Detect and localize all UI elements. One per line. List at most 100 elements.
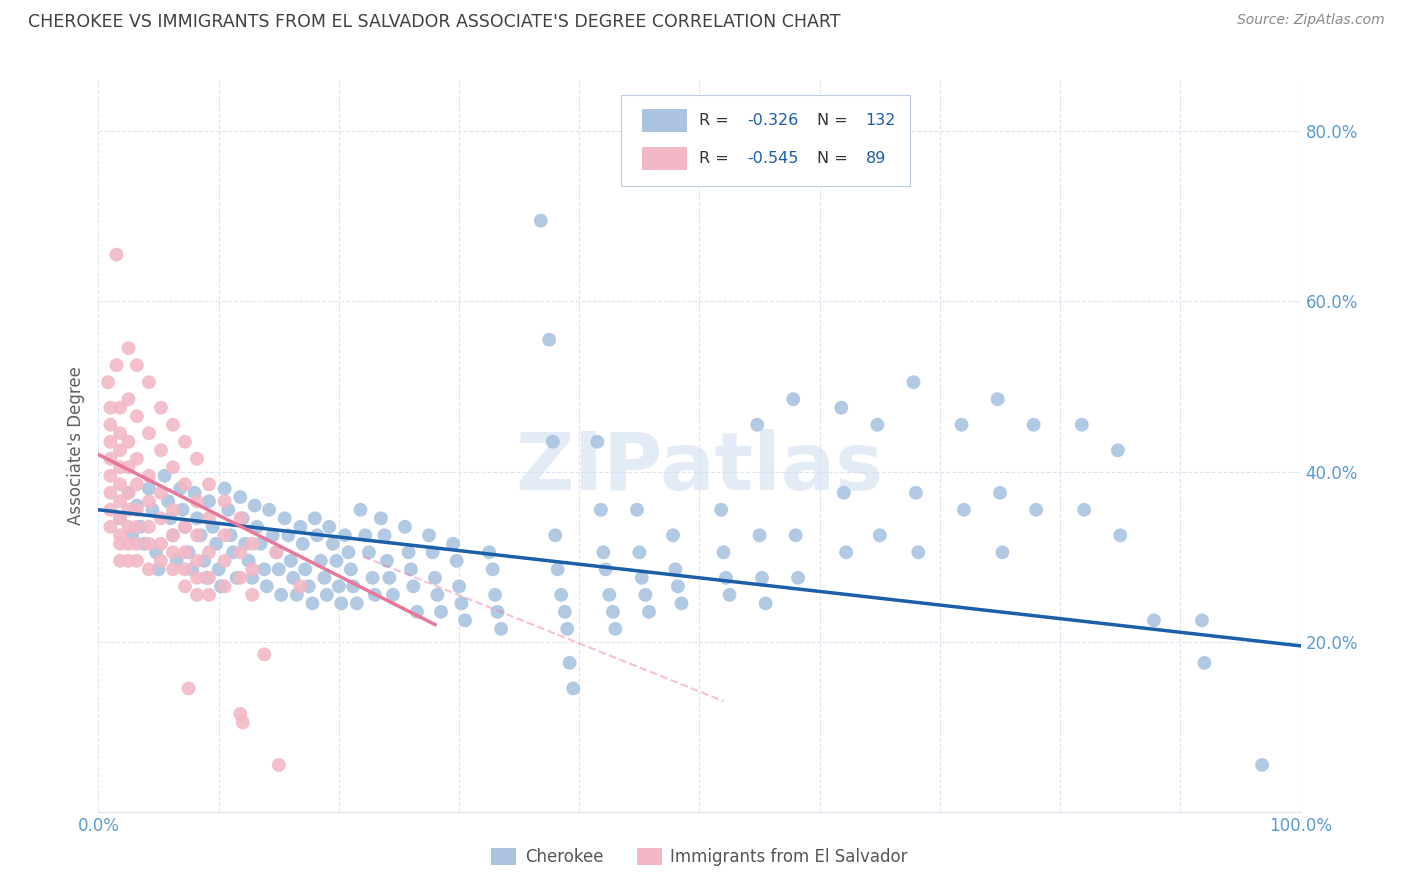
Point [149, 401, 172, 415]
Point [478, 545, 501, 559]
Point [138, 468, 160, 483]
Point [177, 681, 200, 696]
Point [240, 537, 263, 551]
Point [277, 528, 299, 542]
Point [162, 528, 184, 542]
Point [602, 605, 624, 619]
Point [1143, 613, 1166, 627]
Point [225, 571, 247, 585]
Point [174, 520, 197, 534]
Point [214, 494, 236, 508]
Point [1022, 417, 1045, 432]
Point [481, 562, 503, 576]
Point [117, 485, 139, 500]
Point [266, 545, 288, 559]
Point [108, 554, 131, 568]
Point [541, 434, 564, 449]
Point [229, 511, 252, 525]
Point [108, 443, 131, 458]
Point [422, 545, 444, 559]
Point [555, 622, 578, 636]
Point [108, 494, 131, 508]
Point [186, 571, 208, 585]
Point [125, 477, 148, 491]
Point [378, 571, 401, 585]
Point [441, 537, 464, 551]
Point [138, 562, 160, 576]
Point [589, 503, 612, 517]
Point [1073, 503, 1095, 517]
Point [330, 596, 353, 610]
Point [628, 545, 651, 559]
Point [249, 537, 271, 551]
Point [349, 503, 371, 517]
Point [125, 409, 148, 424]
Point [333, 528, 356, 542]
Point [1025, 503, 1047, 517]
Point [145, 545, 167, 559]
Point [270, 588, 292, 602]
Point [117, 434, 139, 449]
FancyBboxPatch shape [641, 109, 688, 132]
Point [117, 520, 139, 534]
Point [149, 511, 172, 525]
Point [830, 401, 852, 415]
Point [198, 545, 221, 559]
Point [138, 537, 160, 551]
Point [294, 562, 316, 576]
Point [301, 596, 323, 610]
Point [713, 545, 735, 559]
Point [550, 588, 572, 602]
Point [198, 494, 221, 508]
Text: N =: N = [817, 151, 853, 166]
Text: R =: R = [700, 151, 734, 166]
Point [298, 579, 321, 593]
Point [398, 545, 420, 559]
Point [991, 545, 1014, 559]
Text: -0.326: -0.326 [748, 113, 799, 128]
Point [406, 605, 429, 619]
Point [222, 545, 245, 559]
Point [108, 528, 131, 542]
Point [138, 494, 160, 508]
Point [638, 605, 661, 619]
Point [315, 588, 337, 602]
Text: 89: 89 [865, 151, 886, 166]
Point [100, 417, 122, 432]
Point [117, 392, 139, 407]
Point [174, 520, 197, 534]
Point [309, 554, 332, 568]
Point [866, 417, 889, 432]
Point [105, 247, 128, 261]
Point [262, 528, 284, 542]
Point [787, 571, 810, 585]
Point [108, 426, 131, 441]
Point [832, 485, 855, 500]
Point [718, 588, 741, 602]
Point [214, 579, 236, 593]
Point [132, 537, 155, 551]
Point [430, 605, 453, 619]
Point [394, 520, 416, 534]
Point [274, 511, 297, 525]
Point [328, 579, 350, 593]
Point [558, 656, 581, 670]
Point [162, 545, 184, 559]
Point [229, 706, 252, 721]
Point [447, 579, 470, 593]
Point [138, 426, 160, 441]
Point [1070, 417, 1092, 432]
Point [307, 528, 329, 542]
Point [340, 562, 363, 576]
Point [125, 554, 148, 568]
Point [418, 528, 440, 542]
Point [162, 417, 184, 432]
Point [214, 554, 236, 568]
Point [138, 482, 160, 496]
Point [361, 571, 384, 585]
Point [229, 545, 252, 559]
Point [586, 434, 609, 449]
FancyBboxPatch shape [641, 147, 688, 170]
Point [325, 554, 347, 568]
Point [950, 417, 973, 432]
